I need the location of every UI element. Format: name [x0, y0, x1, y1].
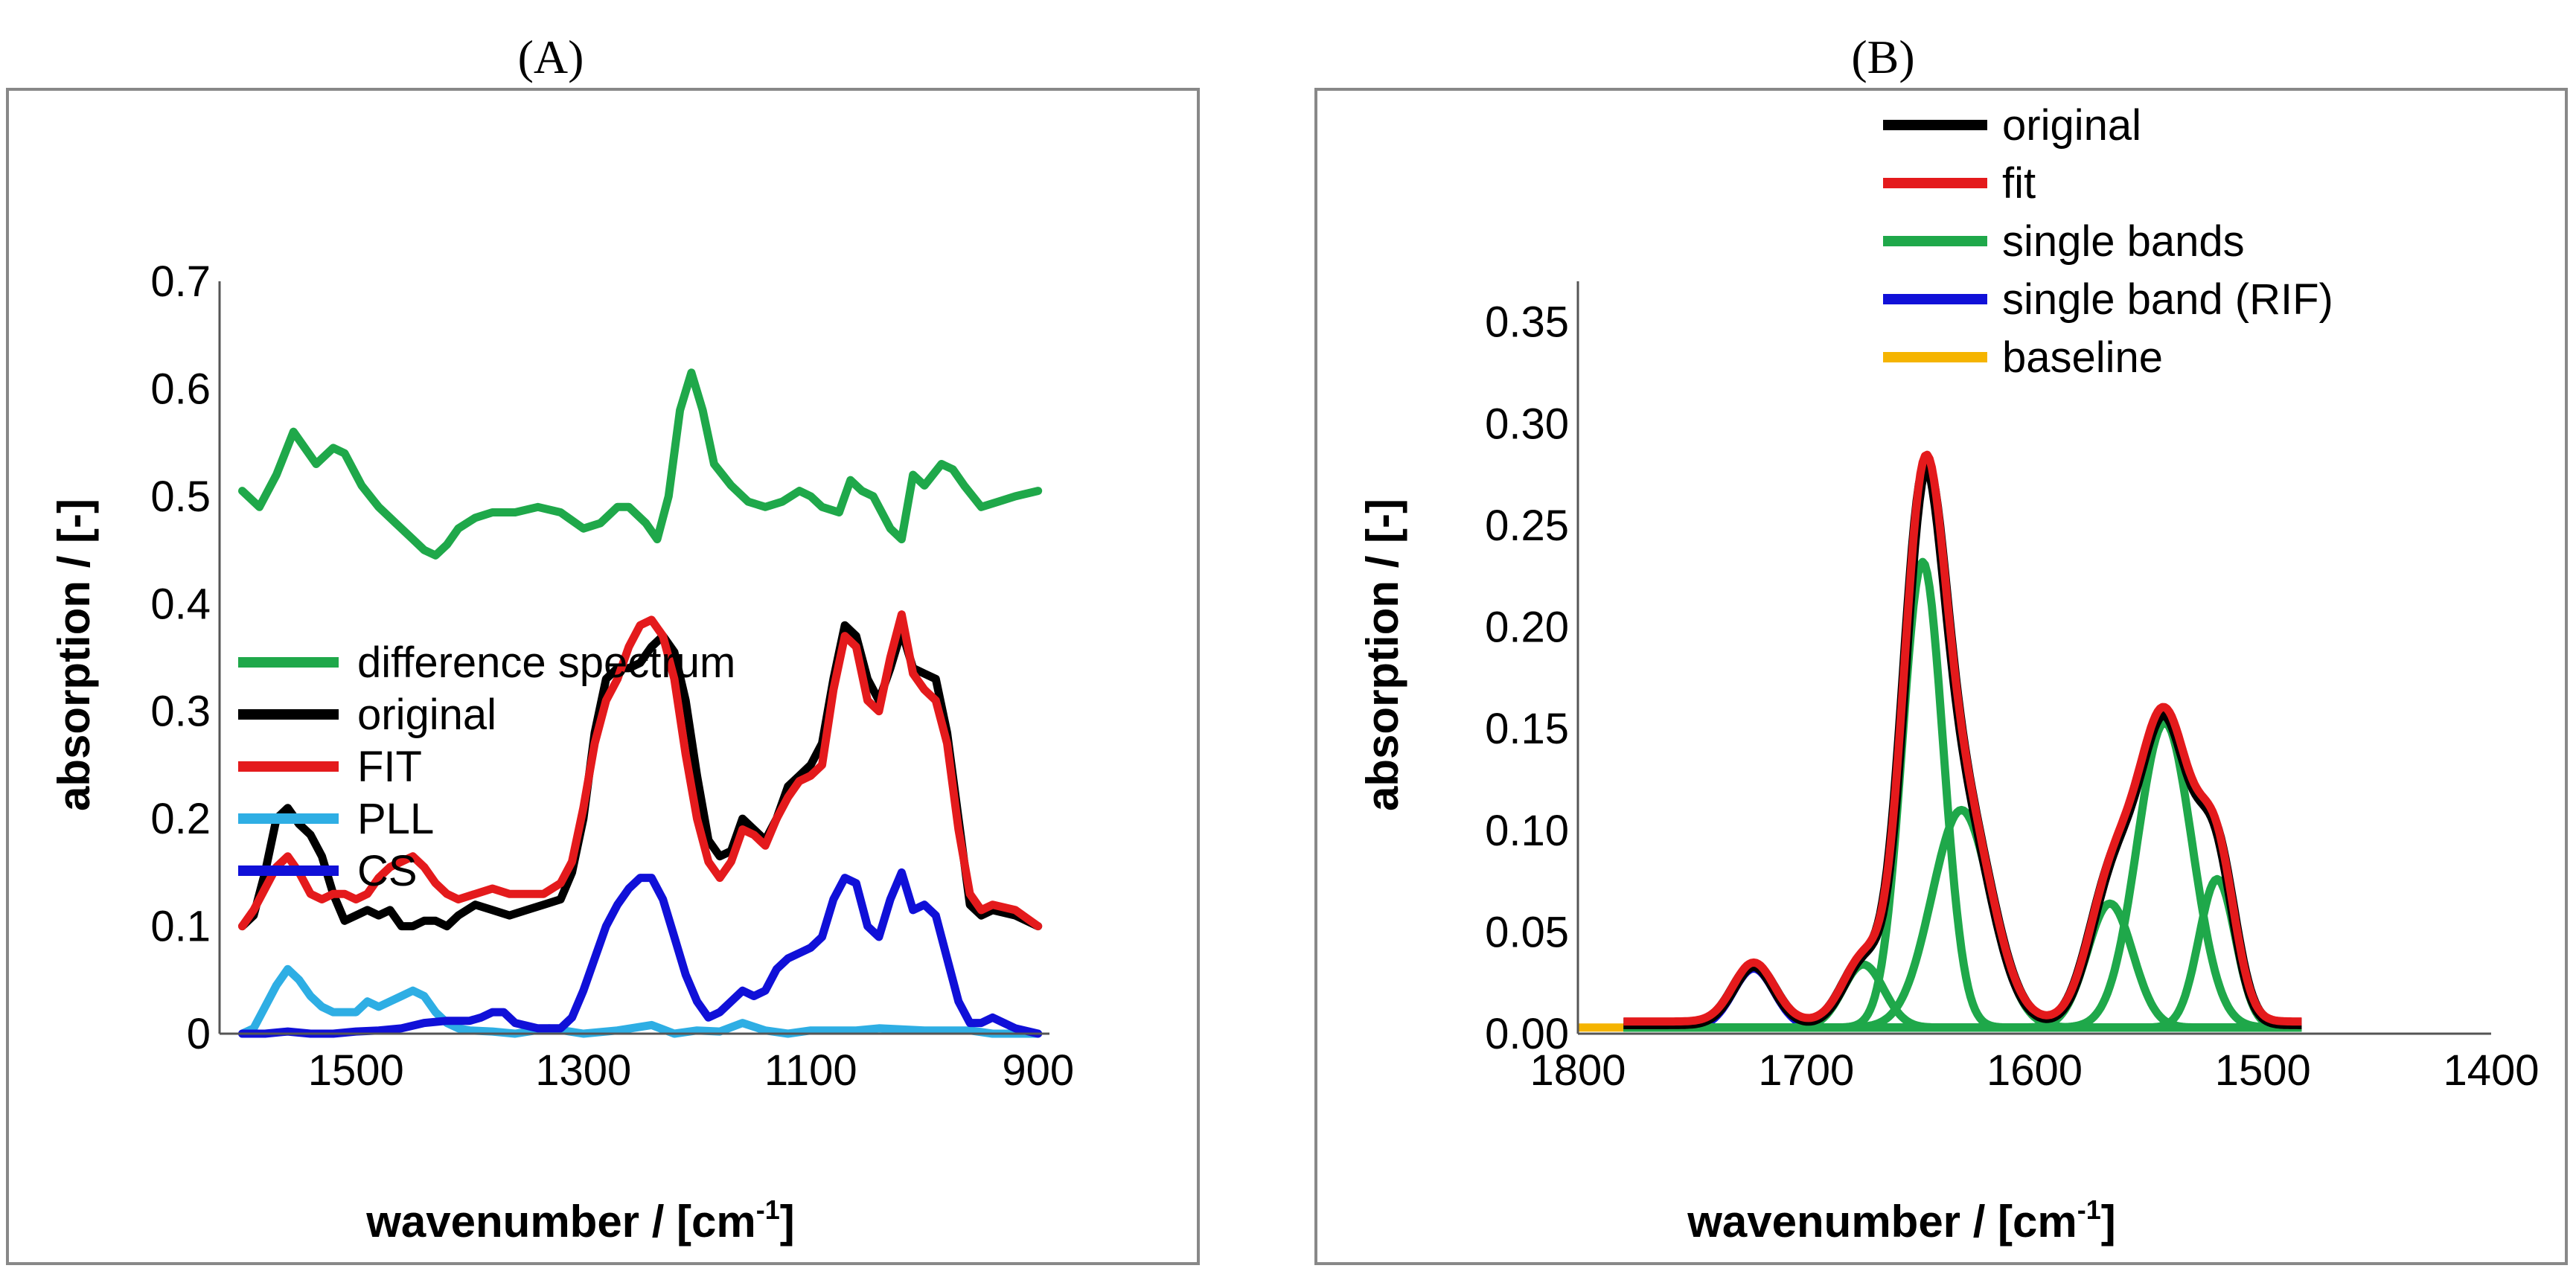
panel-b-y-axis-label: absorption / [-]	[1358, 499, 1407, 811]
panel-b-x-axis-label-end: ]	[2101, 1197, 2116, 1247]
panel-b-x-tick-label: 1700	[1758, 1046, 1854, 1095]
panel-b-y-tick-label: 0.05	[1485, 908, 1569, 956]
panel-a-y-tick-label: 0.2	[150, 795, 211, 843]
panel-a-legend-label-cs: CS	[357, 847, 418, 895]
panel-a-x-tick-label: 1300	[535, 1046, 631, 1095]
panel-b-label: (B)	[1851, 31, 1914, 83]
panel-b-x-axis-label: wavenumber / [cm-1]	[1687, 1194, 2116, 1247]
panel-b-x-tick-label: 1600	[1987, 1046, 2083, 1095]
panel-b-series-fit	[1621, 450, 2304, 1026]
panel-a-y-axis-label: absorption / [-]	[49, 499, 99, 811]
panel-b-plot-area	[1578, 450, 2305, 1032]
panel-a-ticks: 0 0.1 0.2 0.3 0.4 0.5 0.6 0.7 1500 1300 1100 900	[150, 257, 1074, 1095]
panel-b-x-tick-label: 1500	[2215, 1046, 2311, 1095]
panel-b-frame	[1314, 88, 2568, 1265]
panel-b-y-tick-label: 0.10	[1485, 807, 1569, 855]
panel-a-y-tick-label: 0.6	[150, 365, 211, 413]
panel-a-frame	[6, 88, 1200, 1265]
panel-a-x-axis-label-end: ]	[780, 1197, 795, 1247]
panel-a-series-fit	[238, 610, 1043, 931]
panel-a-legend-label-fit: FIT	[357, 743, 422, 791]
panel-a-y-tick-label: 0.1	[150, 903, 211, 951]
panel-a-label: (A)	[518, 31, 584, 83]
panel-b-y-tick-label: 0.25	[1485, 502, 1569, 550]
panel-a-y-tick-label: 0.3	[150, 688, 211, 736]
panel-b-x-axis-label-main: wavenumber / [cm	[1687, 1197, 2077, 1247]
panel-b-x-axis-label-sup: -1	[2077, 1194, 2101, 1225]
panel-a-plot-area	[238, 368, 1043, 1038]
panel-b-legend-label-single-band-rif-: single band (RIF)	[2002, 275, 2333, 324]
panel-a-x-tick-label: 1100	[764, 1046, 857, 1095]
panel-a-series-pll	[238, 964, 1043, 1038]
panel-b-y-tick-label: 0.35	[1485, 298, 1569, 347]
panel-a-legend-label-pll: PLL	[357, 795, 434, 843]
panel-a-y-tick-label: 0	[187, 1010, 211, 1058]
panel-b-y-tick-label: 0.30	[1485, 400, 1569, 448]
panel-b-band-6	[1621, 874, 2304, 1032]
panel-a-y-tick-label: 0.5	[150, 473, 211, 521]
panel-a-series-cs	[238, 868, 1043, 1038]
panel-a-x-axis-label-sup: -1	[756, 1194, 780, 1225]
panel-a-y-tick-label: 0.4	[150, 580, 211, 628]
panel-b-y-tick-label: 0.00	[1485, 1010, 1569, 1058]
panel-b-y-tick-label: 0.15	[1485, 705, 1569, 753]
panel-a-series-difference-spectrum	[238, 368, 1043, 560]
panel-b-x-tick-label: 1800	[1530, 1046, 1626, 1095]
panel-a-x-tick-label: 1500	[308, 1046, 404, 1095]
panel-a-x-axis-label: wavenumber / [cm-1]	[365, 1194, 795, 1247]
panel-b-legend-label-baseline: baseline	[2002, 333, 2163, 382]
panel-a-x-axis-label-main: wavenumber / [cm	[365, 1197, 756, 1247]
panel-b-ticks: 0.00 0.05 0.10 0.15 0.20 0.25 0.30 0.35 1800 1700…	[1485, 281, 2540, 1095]
panel-b: (B) 0.00 0.05 0.10 0.15 0.20 0.25 0.30 0.35 1800…	[1314, 31, 2568, 1265]
panel-a: (A) 0 0.1 0.2 0.3 0.4 0.5 0.6 0.7 1500 1300 1100 90…	[6, 31, 1200, 1265]
panel-b-legend-label-fit: fit	[2002, 159, 2036, 208]
panel-a-legend-label-difference-spectrum: difference spectrum	[357, 639, 735, 687]
panel-b-legend-label-original: original	[2002, 101, 2141, 150]
panel-b-legend-label-single-bands: single bands	[2002, 217, 2245, 266]
panel-a-y-tick-label: 0.7	[150, 257, 211, 306]
panel-b-x-tick-label: 1400	[2443, 1046, 2539, 1095]
panel-a-x-tick-label: 900	[1002, 1046, 1074, 1095]
panel-a-legend-label-original: original	[357, 691, 496, 739]
panel-b-y-tick-label: 0.20	[1485, 604, 1569, 652]
panel-b-legend: original fit single bands single band (RIF)…	[1883, 101, 2333, 382]
